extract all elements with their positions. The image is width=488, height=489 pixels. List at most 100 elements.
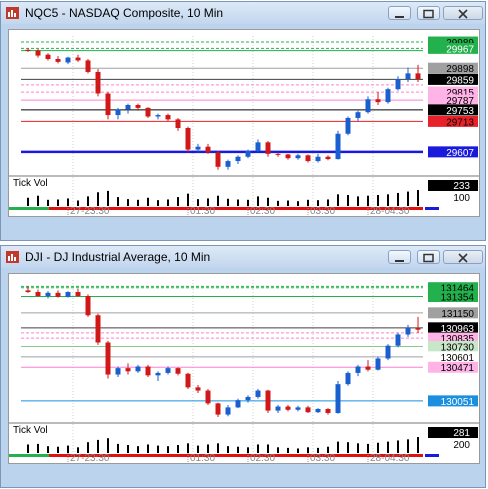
candle-body <box>225 161 231 167</box>
volume-bar <box>77 200 79 206</box>
volume-bar <box>417 190 419 206</box>
candle-body <box>325 156 331 160</box>
price-label-bg <box>428 351 478 363</box>
candle-body <box>285 406 291 410</box>
candle-body <box>155 115 161 117</box>
chart-app-icon <box>6 7 19 19</box>
title-bar[interactable]: DJI - DJ Industrial Average, 10 Min <box>1 246 485 268</box>
candle-body <box>85 60 91 72</box>
volume-bar <box>307 447 309 453</box>
volume-bar <box>267 197 269 206</box>
volume-bar <box>117 197 119 206</box>
price-chart-panel[interactable]: Tick Vol 27-23:30 01:30 02:30 03:30 28-04:30 1… <box>8 273 480 464</box>
minimize-button[interactable] <box>388 250 411 264</box>
candle-body <box>25 49 31 51</box>
time-label: 01:30 <box>190 453 215 463</box>
volume-bar <box>27 444 29 453</box>
price-label-bg <box>428 115 478 127</box>
window-title: NQC5 - NASDAQ Composite, 10 Min <box>25 6 224 20</box>
close-button[interactable] <box>443 250 483 264</box>
candle-body <box>315 156 321 162</box>
price-label: 29607 <box>446 148 474 159</box>
volume-bar <box>217 195 219 206</box>
volume-bar <box>57 446 59 453</box>
volume-bar <box>57 199 59 206</box>
price-label: 130601 <box>441 353 475 364</box>
time-label: 28-04:30 <box>370 206 410 216</box>
volume-bar <box>377 442 379 453</box>
volume-bar <box>127 199 129 206</box>
candle-body <box>175 119 181 128</box>
volume-bar <box>387 441 389 453</box>
time-label: 02:30 <box>250 453 275 463</box>
volume-bar <box>367 195 369 206</box>
volume-bar <box>27 197 29 206</box>
candle-body <box>325 408 331 413</box>
candle-body <box>95 315 101 343</box>
candle-body <box>145 107 151 117</box>
candle-body <box>45 54 51 59</box>
volume-bar <box>327 199 329 206</box>
maximize-button[interactable] <box>417 6 440 20</box>
price-label: 29713 <box>446 117 474 128</box>
volume-bar <box>97 439 99 453</box>
volume-label: Tick Vol <box>13 425 48 436</box>
volume-bar <box>107 438 109 453</box>
chart-svg: Tick Vol 27-23:30 01:30 02:30 03:30 28-04:30 1… <box>9 280 479 463</box>
candle-body <box>45 292 51 297</box>
price-label: 29898 <box>446 64 474 75</box>
maximize-icon <box>423 253 434 263</box>
price-label: 130471 <box>441 363 475 374</box>
volume-bar <box>317 447 319 453</box>
volume-bar <box>177 445 179 453</box>
title-bar[interactable]: NQC5 - NASDAQ Composite, 10 Min <box>1 2 485 24</box>
candle-body <box>395 79 401 90</box>
candle-body <box>215 152 221 167</box>
volume-bar <box>197 199 199 206</box>
volume-bar <box>127 445 129 453</box>
volume-bar <box>327 446 329 453</box>
price-label-bg <box>428 361 478 373</box>
candle-body <box>375 358 381 370</box>
volume-bar <box>207 198 209 206</box>
price-label: 130835 <box>441 334 475 345</box>
candle-body <box>115 368 121 375</box>
volume-bar <box>277 200 279 206</box>
candle-body <box>365 99 371 113</box>
candle-body <box>265 390 271 411</box>
candle-body <box>85 296 91 316</box>
candle-body <box>75 57 81 61</box>
volume-bar <box>287 200 289 206</box>
candle-body <box>125 368 131 372</box>
candle-body <box>295 155 301 159</box>
candle-body <box>35 50 41 56</box>
candle-body <box>115 109 121 116</box>
volume-bar <box>317 200 319 206</box>
close-icon <box>458 9 468 19</box>
minimize-button[interactable] <box>388 6 411 20</box>
volume-bar <box>357 196 359 206</box>
volume-bar <box>397 192 399 206</box>
maximize-button[interactable] <box>417 250 440 264</box>
close-button[interactable] <box>443 6 483 20</box>
price-label: 130963 <box>441 324 475 335</box>
volume-bar <box>37 443 39 453</box>
candle-body <box>75 292 81 297</box>
price-label: 29967 <box>446 44 474 55</box>
minimize-icon <box>395 260 404 262</box>
price-label-bg <box>428 395 478 407</box>
price-chart-panel[interactable]: Tick Vol 27-23:30 01:30 02:30 03:30 28-04:30 2… <box>8 29 480 217</box>
candle-body <box>225 407 231 415</box>
volume-bar <box>67 445 69 453</box>
candle-body <box>335 133 341 160</box>
price-label: 131150 <box>441 309 474 320</box>
price-label-bg <box>428 36 478 48</box>
price-label: 29859 <box>446 75 474 86</box>
candle-body <box>385 89 391 103</box>
volume-bar <box>227 198 229 206</box>
price-label-bg <box>428 94 478 106</box>
session-band-red <box>49 207 423 210</box>
volume-bar <box>187 443 189 453</box>
candle-body <box>405 328 411 335</box>
volume-bar <box>247 199 249 206</box>
